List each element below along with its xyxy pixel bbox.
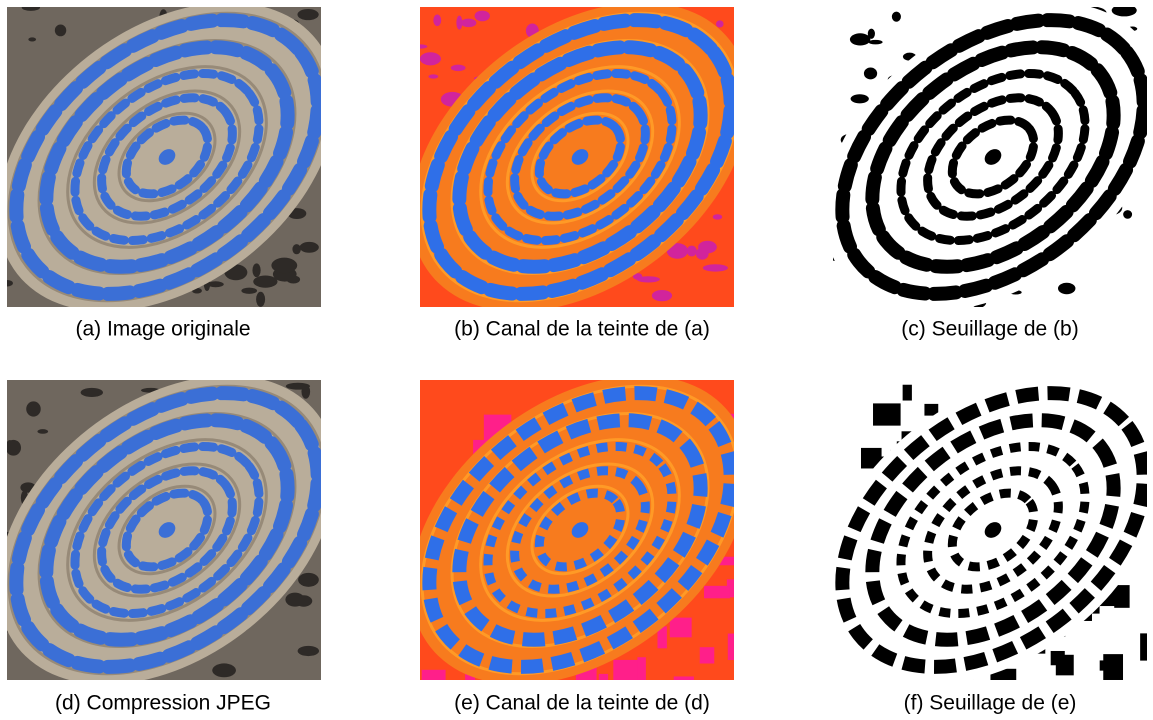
image-panel (764, 312, 1153, 720)
texture (652, 290, 672, 301)
texture (637, 657, 645, 682)
texture (700, 647, 714, 663)
texture (903, 385, 912, 401)
texture (713, 214, 723, 219)
texture (298, 646, 319, 656)
spiral (0, 312, 396, 720)
image-panel (0, 312, 396, 720)
texture (253, 276, 277, 288)
caption: (d) Compression JPEG (55, 692, 271, 715)
texture (285, 593, 304, 607)
texture (6, 440, 21, 456)
texture (298, 573, 319, 587)
texture (301, 384, 310, 398)
caption: (a) Image originale (75, 318, 250, 341)
texture (1, 280, 13, 287)
texture (850, 33, 870, 45)
texture (728, 634, 753, 660)
texture (1058, 283, 1075, 294)
texture (212, 663, 236, 677)
texture (868, 40, 882, 45)
texture (687, 246, 697, 257)
texture (420, 52, 441, 65)
texture (613, 660, 638, 686)
texture (422, 670, 446, 692)
texture (1056, 655, 1074, 676)
texture (637, 276, 660, 282)
texture (22, 4, 40, 11)
caption: (b) Canal de la teinte de (a) (454, 318, 710, 341)
texture (670, 618, 692, 638)
texture (461, 19, 477, 28)
texture (716, 20, 724, 27)
texture (433, 15, 441, 27)
texture (475, 11, 490, 22)
texture (704, 586, 730, 598)
texture (696, 248, 709, 260)
texture (428, 74, 438, 78)
texture (300, 242, 319, 253)
texture (241, 288, 257, 294)
texture (297, 9, 318, 20)
texture (892, 12, 901, 22)
texture (37, 429, 48, 434)
image-panel (351, 312, 808, 720)
texture (26, 401, 41, 416)
texture (1112, 4, 1137, 16)
texture (864, 68, 877, 80)
texture (271, 258, 297, 273)
caption: (c) Seuillage de (b) (901, 318, 1078, 341)
caption: (e) Canal de la teinte de (d) (454, 692, 710, 715)
texture (256, 292, 265, 307)
texture (252, 263, 260, 277)
texture (851, 94, 869, 103)
texture (28, 37, 36, 41)
texture (703, 264, 728, 271)
figure: (a) Image originale (b) Canal de la tein… (0, 0, 1153, 720)
texture (1103, 654, 1123, 680)
texture (873, 403, 901, 425)
texture (81, 388, 103, 397)
texture (451, 65, 466, 71)
texture (413, 44, 427, 48)
texture (292, 244, 300, 254)
caption: (f) Seuillage de (e) (904, 692, 1077, 715)
texture (55, 25, 66, 37)
texture (1140, 633, 1152, 660)
texture (1123, 210, 1132, 219)
texture (1114, 585, 1129, 608)
